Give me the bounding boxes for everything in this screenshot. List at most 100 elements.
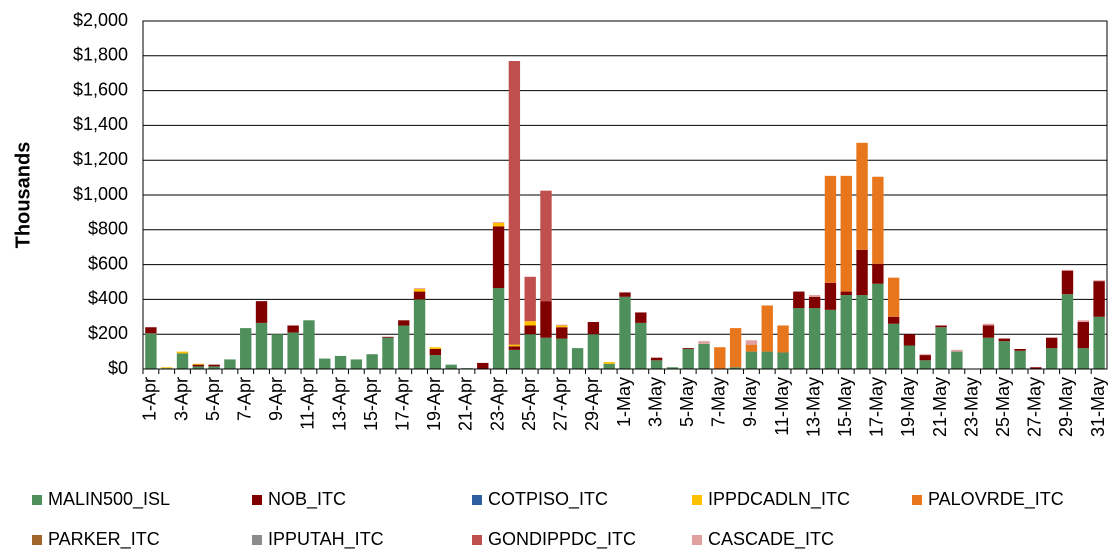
x-tick-label: 19-May [898, 377, 918, 437]
bar-segment [271, 334, 284, 369]
legend-label: GONDIPPDC_ITC [488, 529, 636, 550]
legend-swatch [692, 495, 702, 505]
bar-segment [635, 322, 647, 369]
bar-segment [619, 292, 631, 297]
bar-segment [556, 324, 568, 326]
y-tick-label: $0 [108, 358, 128, 378]
y-tick-label: $800 [88, 219, 128, 239]
legend-label: NOB_ITC [268, 489, 346, 510]
bar-segment [872, 263, 884, 284]
bar-segment [366, 354, 378, 369]
x-tick-label: 3-Apr [171, 377, 191, 421]
x-tick-label: 7-Apr [234, 377, 254, 421]
y-tick-label: $2,000 [73, 10, 128, 30]
bar-segment [176, 353, 189, 369]
y-tick-label: $1,000 [73, 184, 128, 204]
x-tick-label: 29-May [1056, 377, 1076, 437]
bar-segment [176, 351, 189, 354]
bar-segment [1014, 348, 1026, 351]
bar-segment [793, 291, 805, 309]
bar-segment [777, 352, 789, 369]
legend-label: PALOVRDE_ITC [928, 489, 1064, 510]
bar-segment [287, 332, 299, 369]
bar-segment [413, 299, 426, 369]
bar-segment [982, 337, 995, 369]
legend-swatch [692, 535, 702, 545]
bar-segment [745, 344, 758, 352]
bar-segment [1014, 350, 1026, 369]
bar-segment [1077, 322, 1089, 349]
x-tick-label: 21-May [930, 377, 950, 437]
bar-segment [524, 325, 536, 335]
bar-segment [445, 364, 457, 369]
x-tick-label: 17-May [867, 377, 887, 437]
bar-segment [587, 334, 600, 369]
x-tick-label: 15-Apr [361, 377, 381, 431]
bar-segment [508, 349, 521, 369]
bar-segment [650, 360, 663, 369]
bar-segment [492, 222, 505, 227]
bar-segment [887, 323, 900, 369]
legend-label: IPPDCADLN_ITC [708, 489, 850, 510]
bar-segment [192, 364, 205, 367]
bar-segment [745, 340, 758, 345]
bar-segment [334, 355, 347, 369]
bar-segment [998, 338, 1010, 342]
bar-segment [824, 282, 837, 310]
bar-segment [540, 301, 552, 338]
bar-segment [477, 362, 489, 369]
legend-label: PARKER_ITC [48, 529, 160, 550]
legend-swatch [472, 535, 482, 545]
x-tick-label: 31-May [1088, 377, 1108, 437]
x-tick-label: 5-May [677, 377, 697, 427]
bar-segment [382, 337, 394, 369]
bar-segment [508, 61, 521, 345]
bar-segment [587, 322, 600, 335]
bar-segment [856, 142, 868, 250]
legend-swatch [252, 495, 262, 505]
bar-segment [919, 354, 931, 356]
legend-swatch [252, 535, 262, 545]
x-tick-label: 9-May [740, 377, 760, 427]
bar-segment [255, 301, 268, 323]
bar-segment [319, 358, 331, 369]
x-tick-label: 27-May [1025, 377, 1045, 437]
x-tick-label: 25-Apr [519, 377, 539, 431]
bar-segment [524, 276, 536, 322]
bar-segment [1030, 367, 1042, 369]
bar-segment [255, 322, 268, 369]
bar-segment [224, 359, 236, 369]
bar-segment [303, 320, 315, 369]
bar-segment [761, 305, 773, 352]
x-tick-label: 5-Apr [203, 377, 223, 421]
x-tick-label: 21-Apr [456, 377, 476, 431]
x-tick-label: 17-Apr [393, 377, 413, 431]
bar-segment [1077, 320, 1089, 323]
x-tick-label: 29-Apr [582, 377, 602, 431]
bar-segment [619, 296, 631, 369]
bar-segment [398, 320, 410, 326]
bar-segment [650, 357, 663, 361]
bar-segment [429, 347, 442, 349]
x-tick-label: 3-May [645, 377, 665, 427]
legend-swatch [32, 535, 42, 545]
bar-segment [840, 291, 852, 296]
x-tick-label: 7-May [709, 377, 729, 427]
bar-segment [635, 312, 647, 323]
bar-segment [1045, 348, 1058, 369]
x-tick-label: 15-May [835, 377, 855, 437]
bar-segment [682, 348, 694, 369]
x-tick-label: 25-May [993, 377, 1013, 437]
legend-swatch [472, 495, 482, 505]
legend-label: COTPISO_ITC [488, 489, 608, 510]
bar-segment [919, 355, 931, 361]
bar-segment [429, 355, 442, 369]
bar-segment [287, 325, 299, 333]
legend-swatch [32, 495, 42, 505]
bar-segment [887, 316, 900, 324]
bar-segment [540, 190, 552, 302]
x-tick-label: 11-May [772, 377, 792, 436]
bar-segment [398, 325, 410, 369]
y-axis-title: Thousands [12, 142, 34, 249]
